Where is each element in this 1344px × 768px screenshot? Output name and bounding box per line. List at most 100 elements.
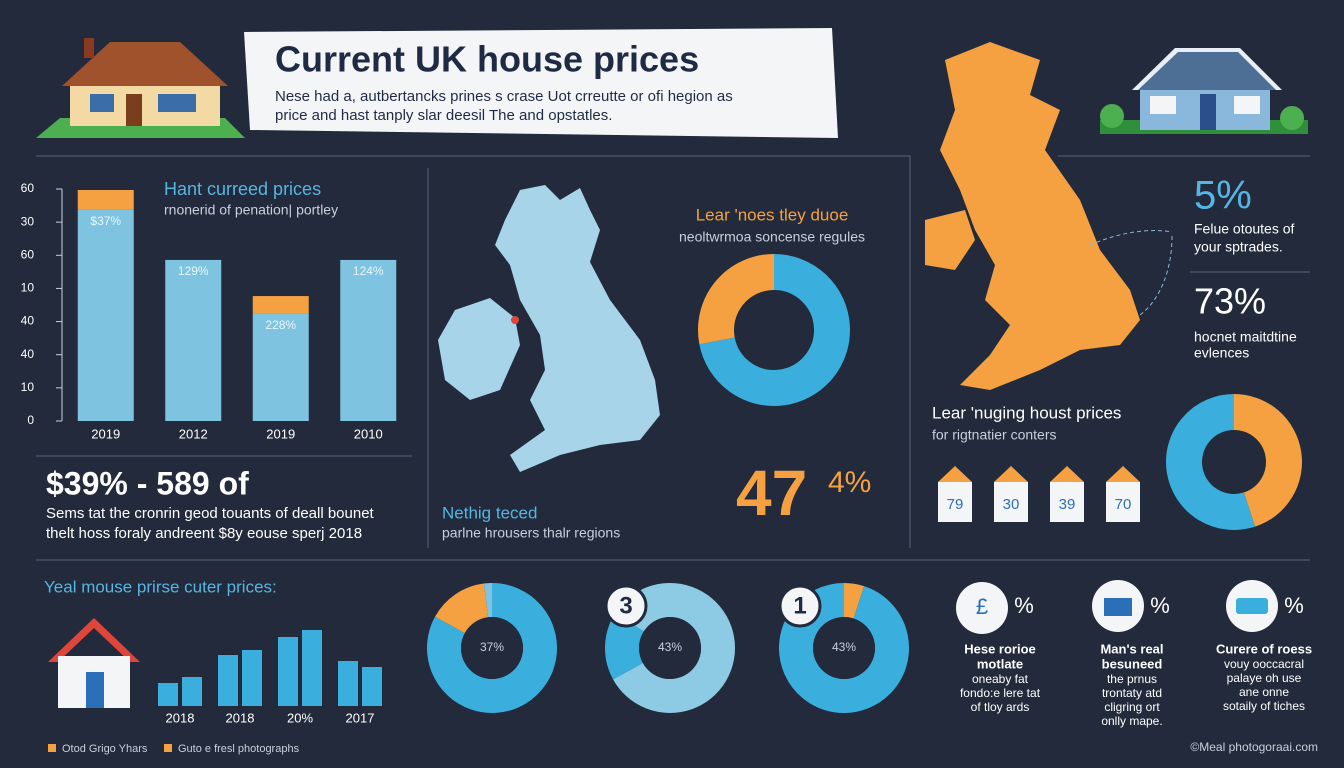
tile-value: 79 <box>947 496 964 513</box>
donut-badge-text: 3 <box>619 592 632 619</box>
headline-stat: $39% - 589 of <box>46 465 249 501</box>
icon-percent: % <box>1150 593 1170 618</box>
icon-percent: % <box>1284 593 1304 618</box>
x-tick-label: 2018 <box>226 710 255 725</box>
column-title: motlate <box>977 656 1023 671</box>
bar <box>158 683 178 706</box>
stat-text: hocnet maitdtine <box>1194 329 1297 345</box>
stat-text: Sems tat the cronrin geod touants of dea… <box>46 505 375 522</box>
uk-map <box>925 42 1140 390</box>
column-title: Curere of roess <box>1216 641 1312 656</box>
connector <box>1089 230 1173 316</box>
stat-value: 73% <box>1194 281 1266 322</box>
donut-badge <box>604 584 648 628</box>
x-tick-label: 2012 <box>179 426 208 441</box>
y-tick-label: 40 <box>21 314 35 328</box>
donut-label: 43% <box>832 640 856 654</box>
icon-percent: % <box>1014 593 1034 618</box>
y-tick-label: 0 <box>27 413 34 427</box>
legend-swatch <box>164 744 172 752</box>
x-tick-label: 2018 <box>166 710 195 725</box>
donut-segment <box>435 583 490 634</box>
column-title: besuneed <box>1102 656 1163 671</box>
bar <box>302 630 322 706</box>
bar-segment <box>340 259 397 421</box>
column-text: onlly mape. <box>1101 714 1162 728</box>
tile-value: 30 <box>1003 496 1020 513</box>
donut-badge <box>778 584 822 628</box>
column-text: cligring ort <box>1104 700 1160 714</box>
house-icon <box>48 618 140 662</box>
y-tick-label: 60 <box>21 181 35 195</box>
legend-entry: Otod Grigo Yhars <box>62 743 148 755</box>
chart-title: Hant curreed prices <box>164 179 321 199</box>
y-tick-label: 60 <box>21 247 35 261</box>
chart-subtitle: neoltwrmoa soncense regules <box>679 229 865 245</box>
donut-segment <box>427 583 557 713</box>
bar-segment <box>77 209 134 421</box>
stat-text: your sptrades. <box>1194 239 1283 255</box>
tile-roof <box>1050 466 1084 482</box>
chart-subtitle: for rigtnatier conters <box>932 427 1057 443</box>
legend-swatch <box>48 744 56 752</box>
column-text: vouy ooccacral <box>1224 657 1304 671</box>
uk-map <box>438 185 660 472</box>
donut-hole <box>813 617 875 679</box>
donut-segment <box>1233 394 1302 527</box>
donut-segment <box>699 254 850 406</box>
column-text: of tloy ards <box>971 700 1030 714</box>
donut-hole <box>461 617 523 679</box>
column-text: sotaily of tiches <box>1223 699 1305 713</box>
footer: ©Meal photogoraai.com <box>1190 740 1318 754</box>
donut-segment <box>843 583 865 619</box>
bar-annotation: 228% <box>265 318 296 332</box>
stat-text: Felue otoutes of <box>1194 221 1295 237</box>
y-tick-label: 30 <box>21 214 35 228</box>
chart-title: Yeal mouse prirse cuter prices: <box>44 577 277 596</box>
chart-title: Lear 'nuging houst prices <box>932 403 1121 422</box>
donut-segment <box>605 613 645 680</box>
stat-value: 5% <box>1194 174 1252 218</box>
column-text: fondo:e lere tat <box>960 686 1041 700</box>
y-tick-label: 40 <box>21 347 35 361</box>
x-tick-label: 2019 <box>91 426 120 441</box>
tile <box>1106 482 1140 522</box>
tile <box>994 482 1028 522</box>
x-tick-label: 20% <box>287 710 313 725</box>
map-caption-title: Nethig teced <box>442 503 537 522</box>
tile-roof <box>994 466 1028 482</box>
stat-text: evlences <box>1194 345 1249 361</box>
bar <box>218 655 238 706</box>
map-caption: parlne hrousers thalr regions <box>442 525 620 541</box>
bar-annotation: 129% <box>178 264 209 278</box>
tile <box>938 482 972 522</box>
column-text: ane onne <box>1239 685 1289 699</box>
chart-subtitle: rnonerid of penation| portley <box>164 202 338 218</box>
tile-roof <box>938 466 972 482</box>
icon <box>956 582 1008 634</box>
legend-entry: Guto e fresl photographs <box>178 743 300 755</box>
y-tick-label: 10 <box>21 281 35 295</box>
bar-segment <box>77 189 134 210</box>
header-subtitle: Nese had a, autbertancks prines s crase … <box>275 88 733 105</box>
bar <box>362 667 382 706</box>
stat-text: thelt hoss foraly andreent $8y eouse spe… <box>46 525 362 542</box>
donut-label: 37% <box>480 640 504 654</box>
column-text: oneaby fat <box>972 672 1029 686</box>
donut-segment <box>698 254 775 345</box>
icon-glyph <box>1104 598 1132 616</box>
big-stat-suffix: 4% <box>828 466 871 499</box>
bar <box>242 650 262 706</box>
column-title: Hese rorioe <box>964 641 1036 656</box>
bar <box>278 637 298 706</box>
house-icon <box>86 672 104 708</box>
x-tick-label: 2010 <box>354 426 383 441</box>
column-title: Man's real <box>1100 641 1163 656</box>
map-pin <box>511 316 519 324</box>
column-text: the prnus <box>1107 672 1157 686</box>
header-subtitle: price and hast tanply slar deesil The an… <box>275 107 612 124</box>
house-illustration <box>36 38 245 138</box>
y-tick-label: 10 <box>21 380 35 394</box>
donut-label: 43% <box>658 640 682 654</box>
